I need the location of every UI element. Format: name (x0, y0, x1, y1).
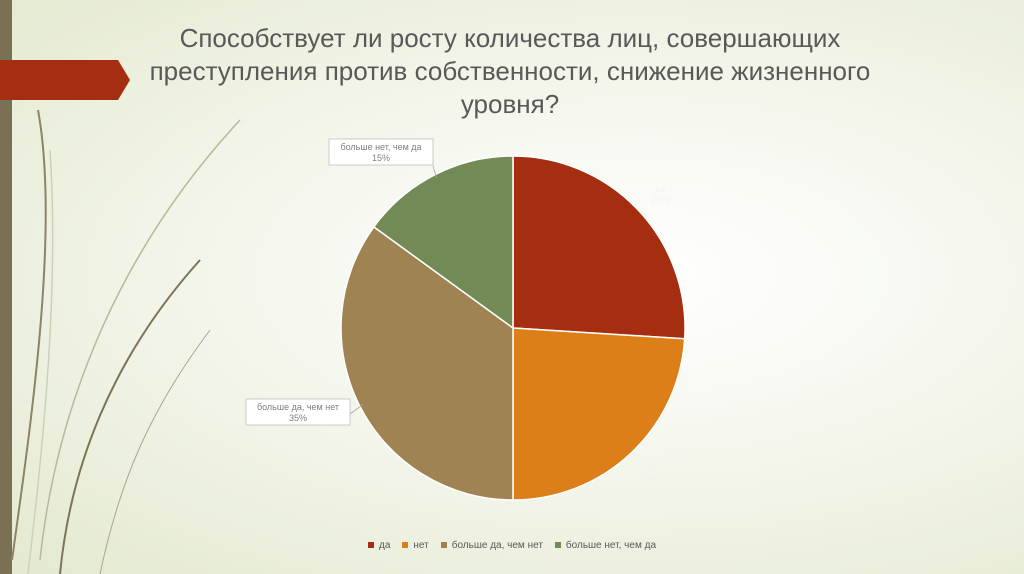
pie-slice-2 (512, 327, 686, 501)
data-label-value-3: 35% (289, 413, 307, 423)
pie-slice-1 (512, 155, 686, 340)
legend-item-4: больше нет, чем да (554, 540, 656, 551)
leader-line-4 (432, 165, 437, 178)
data-label-name-3: больше да, чем нет (257, 402, 339, 412)
legend-label-3: больше да, чем нет (451, 540, 543, 551)
decorative-curves (11, 109, 241, 574)
leader-line-3 (349, 404, 364, 415)
data-label-value-4: 15% (372, 153, 390, 163)
legend-swatch-1 (367, 542, 374, 549)
data-label-value-1: 26% (651, 195, 669, 205)
data-label-box-4 (328, 138, 434, 166)
legend-swatch-4 (554, 542, 561, 549)
title-accent-arrow (0, 60, 130, 100)
pie-slice-4 (372, 155, 514, 330)
legend-item-2: нет (402, 540, 429, 551)
data-label-name-4: больше нет, чем да (340, 142, 421, 152)
legend-item-3: больше да, чем нет (440, 540, 543, 551)
data-label-box-3 (245, 398, 351, 426)
page-title: Способствует ли росту количества лиц, со… (149, 23, 871, 119)
legend-swatch-2 (402, 542, 409, 549)
left-sidebar-bar (0, 0, 12, 574)
legend-label-4: больше нет, чем да (565, 540, 656, 551)
pie-slice-3 (340, 225, 514, 501)
data-label-name-2: нет (642, 462, 656, 472)
data-label-value-2: 24% (640, 473, 658, 483)
legend-label-2: нет (413, 540, 429, 551)
data-label-name-1: да (655, 184, 665, 194)
legend-item-1: да (367, 540, 391, 551)
legend-label-1: да (378, 540, 391, 551)
legend-swatch-3 (440, 542, 447, 549)
chart-legend: да нет больше да, чем нет больше нет, чем д… (0, 540, 1024, 551)
